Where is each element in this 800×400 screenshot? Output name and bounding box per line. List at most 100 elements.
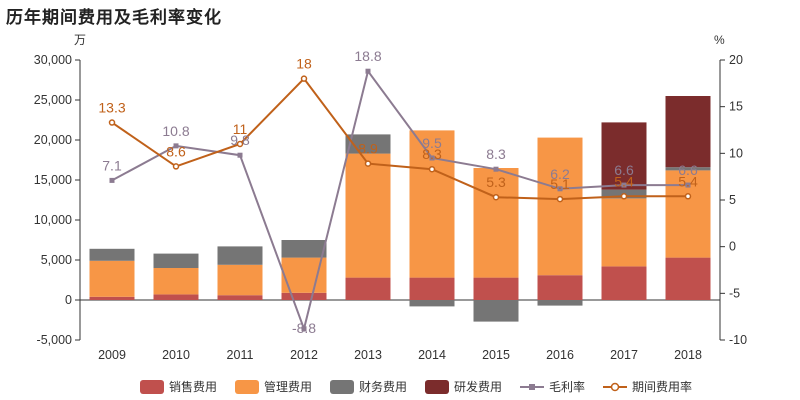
legend-marker: [529, 384, 535, 390]
line-point-1: [685, 182, 691, 188]
legend-label: 财务费用: [359, 379, 407, 394]
bar-segment-3: [153, 253, 199, 268]
x-tick-label: 2009: [98, 348, 126, 362]
lines: 7.110.89.8-8.818.89.58.36.2 6.6 6.613.38.6…: [98, 48, 698, 336]
legend-swatch: [330, 380, 354, 394]
data-label-2: 11: [233, 121, 248, 137]
data-label-1: 6.6: [614, 162, 634, 178]
y-left-tick-label: 20,000: [34, 133, 72, 147]
y-right-tick-label: 10: [729, 146, 743, 160]
bar-segment-2: [601, 198, 647, 267]
x-tick-label: 2014: [418, 348, 446, 362]
axes: -5,000 0 5,000 10,000 15,000 20,000 25,000 30,0…: [34, 53, 747, 362]
data-label-2: 8.3: [422, 146, 442, 162]
x-tick-label: 2010: [162, 348, 190, 362]
line-series-2: [111, 77, 688, 201]
x-tick-label: 2012: [290, 348, 318, 362]
y-left-tick-label: -5,000: [37, 333, 72, 347]
y-left-tick-label: 25,000: [34, 93, 72, 107]
y-right-tick-label: 0: [729, 240, 736, 254]
line-point-2: [684, 193, 692, 200]
line-point-1: [621, 182, 627, 188]
bar-segment-3: [665, 167, 711, 171]
line-point-1: [173, 143, 179, 149]
data-label-1: 10.8: [162, 123, 189, 139]
bar-segment-2: [409, 130, 455, 278]
y-left-tick-label: 15,000: [34, 173, 72, 187]
data-label-2: 5.3: [486, 174, 506, 190]
x-tick-label: 2016: [546, 348, 574, 362]
line-point-2: [492, 193, 500, 201]
line-point-2: [300, 75, 308, 82]
y-left-tick-label: 5,000: [41, 253, 72, 267]
bar-segment-3: [409, 300, 455, 307]
bar-segment-3: [281, 240, 327, 258]
bar-segment-1: [153, 294, 199, 300]
y-left-tick-label: 0: [65, 293, 72, 307]
y-right-tick-label: -5: [729, 286, 740, 300]
data-label-2: 5.1: [550, 176, 570, 192]
line-point-2: [172, 163, 180, 170]
bar-segment-3: [473, 300, 519, 322]
bar-segment-2: [89, 260, 135, 297]
bars: [89, 96, 711, 322]
bar-segment-1: [537, 275, 583, 300]
legend-label: 期间费用率: [632, 379, 692, 394]
line-point-1: [109, 177, 115, 183]
bar-segment-1: [409, 277, 455, 300]
data-label-1: 18.8: [354, 48, 381, 64]
legend-label: 管理费用: [264, 379, 312, 394]
bar-segment-4: [665, 96, 711, 168]
x-tick-label: 2011: [227, 348, 254, 362]
line-point-1: [429, 155, 435, 161]
line-point-1: [557, 186, 563, 192]
data-label-1: 6.6: [678, 162, 698, 178]
data-label-2: 13.3: [98, 100, 125, 116]
bar-segment-1: [601, 266, 647, 300]
data-label-1: 9.8: [230, 132, 250, 148]
data-label-2: 5.4: [678, 173, 698, 189]
x-tick-label: 2018: [674, 348, 702, 362]
bar-segment-1: [345, 277, 391, 300]
data-label-1: -8.8: [292, 320, 316, 336]
data-label-1: 6.2: [550, 166, 570, 182]
line-point-2: [108, 119, 116, 126]
data-label-1: 7.1: [102, 157, 122, 173]
legend-label: 研发费用: [454, 379, 502, 394]
line-point-2: [428, 165, 436, 173]
bar-segment-1: [473, 277, 519, 300]
bar-segment-1: [89, 296, 135, 300]
y-right-tick-label: -10: [729, 333, 747, 347]
line-series-1: [111, 68, 688, 333]
data-label-1: 9.5: [422, 135, 442, 151]
chart-title: 历年期间费用及毛利率变化: [6, 8, 222, 28]
y-right-tick-label: 20: [729, 53, 743, 67]
line-point-2: [620, 193, 628, 200]
data-label-1: 8.3: [486, 146, 506, 162]
x-tick-label: 2017: [610, 348, 638, 362]
bar-segment-2: [537, 137, 583, 276]
bar-segment-3: [89, 248, 135, 261]
legend: 销售费用 管理费用 财务费用 研发费用 毛利率 期间费用率: [140, 379, 692, 394]
line-point-2: [556, 195, 564, 203]
y-left-tick-label: 10,000: [34, 213, 72, 227]
legend-swatch: [425, 380, 449, 394]
x-tick-label: 2015: [482, 348, 510, 362]
data-label-2: 8.6: [166, 143, 186, 159]
line-point-1: [237, 152, 243, 158]
legend-label: 销售费用: [169, 379, 217, 394]
y-left-unit: 万: [74, 33, 86, 47]
data-label-2: 5.4: [614, 173, 634, 189]
legend-swatch: [140, 380, 164, 394]
bar-segment-2: [473, 168, 519, 278]
bar-segment-1: [281, 292, 327, 300]
bar-segment-1: [217, 295, 263, 300]
line-point-1: [493, 166, 499, 172]
data-label-2: 8.9: [358, 141, 378, 157]
bar-segment-4: [601, 122, 647, 190]
legend-label: 毛利率: [549, 379, 585, 394]
y-left-tick-label: 30,000: [34, 53, 72, 67]
x-tick-label: 2013: [354, 348, 382, 362]
legend-swatch: [235, 380, 259, 394]
bar-segment-3: [537, 300, 583, 306]
